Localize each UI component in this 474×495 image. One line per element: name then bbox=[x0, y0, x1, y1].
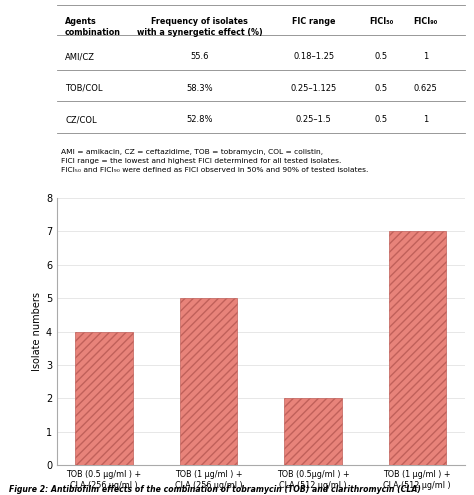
Text: FICI₉₀: FICI₉₀ bbox=[414, 17, 438, 26]
Bar bbox=[75, 332, 133, 465]
Text: 0.5: 0.5 bbox=[374, 52, 388, 61]
Text: FIC range: FIC range bbox=[292, 17, 336, 26]
Text: 0.5: 0.5 bbox=[374, 115, 388, 124]
Text: 0.25–1.125: 0.25–1.125 bbox=[291, 84, 337, 93]
Text: Figure 2: Antibiofilm effects of the combination of tobramycin (TOB) and clarith: Figure 2: Antibiofilm effects of the com… bbox=[9, 485, 421, 494]
Text: TOB/COL: TOB/COL bbox=[65, 84, 102, 93]
Text: 0.5: 0.5 bbox=[374, 84, 388, 93]
Text: AMI/CZ: AMI/CZ bbox=[65, 52, 95, 61]
Bar bbox=[284, 398, 342, 465]
Text: 1: 1 bbox=[423, 115, 428, 124]
Text: AMI = amikacin, CZ = ceftazidime, TOB = tobramycin, COL = colistin,
FICI range =: AMI = amikacin, CZ = ceftazidime, TOB = … bbox=[61, 149, 368, 173]
Text: Frequency of isolates
with a synergetic effect (%): Frequency of isolates with a synergetic … bbox=[137, 17, 263, 37]
Text: 0.25–1.5: 0.25–1.5 bbox=[296, 115, 332, 124]
Y-axis label: Isolate numbers: Isolate numbers bbox=[32, 292, 42, 371]
Bar bbox=[389, 232, 446, 465]
Text: 52.8%: 52.8% bbox=[186, 115, 213, 124]
Text: 58.3%: 58.3% bbox=[186, 84, 213, 93]
Bar bbox=[180, 298, 237, 465]
Text: 55.6: 55.6 bbox=[190, 52, 209, 61]
Text: FICI₅₀: FICI₅₀ bbox=[369, 17, 393, 26]
Text: Agents
combination: Agents combination bbox=[65, 17, 121, 37]
Text: 0.18–1.25: 0.18–1.25 bbox=[293, 52, 334, 61]
Text: 0.625: 0.625 bbox=[414, 84, 438, 93]
Text: CZ/COL: CZ/COL bbox=[65, 115, 97, 124]
Text: 1: 1 bbox=[423, 52, 428, 61]
